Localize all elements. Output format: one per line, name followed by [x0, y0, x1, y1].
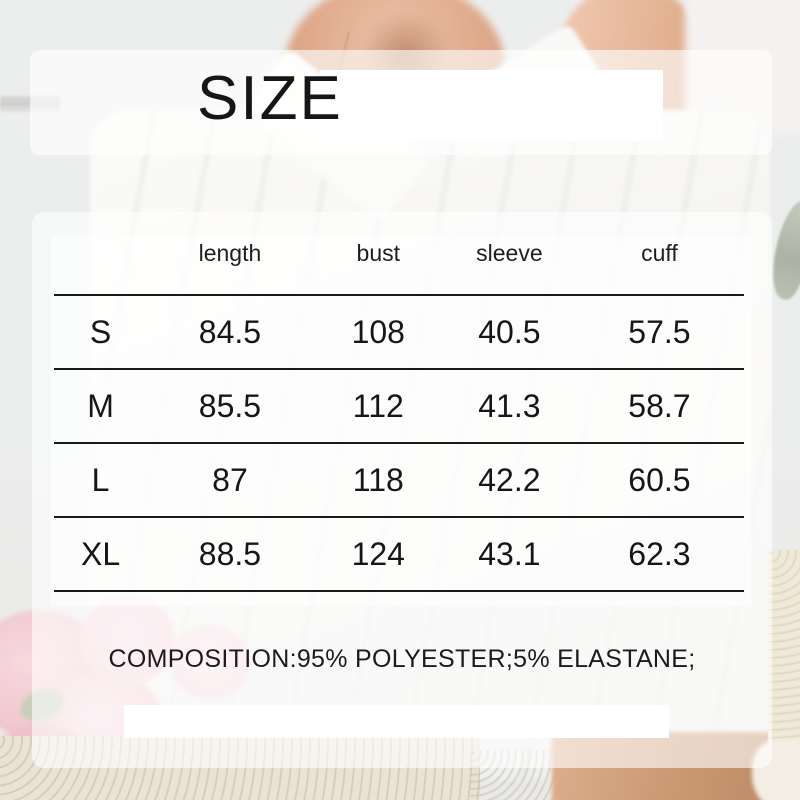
cell-sleeve: 43.1: [478, 535, 541, 572]
size-table: length bust sleeve cuff S 84.5 108 40.5 …: [54, 212, 744, 592]
cell-size: XL: [81, 535, 121, 572]
cell-length: 84.5: [198, 313, 262, 350]
cell-cuff: 60.5: [628, 461, 691, 498]
table-row-xl: XL 88.5 124 43.1 62.3: [54, 518, 744, 592]
table-inner-highlight: [51, 236, 751, 606]
cell-bust: 112: [352, 387, 404, 424]
column-header-bust: bust: [356, 239, 401, 266]
size-table-panel: [32, 212, 772, 768]
cell-sleeve: 42.2: [478, 461, 541, 498]
cell-sleeve: 41.3: [478, 387, 541, 424]
size-title: SIZE: [197, 64, 343, 133]
cell-cuff: 58.7: [628, 387, 691, 424]
cell-cuff: 57.5: [628, 313, 691, 350]
column-header-cuff: cuff: [641, 239, 678, 266]
bottom-white-bar: [124, 705, 669, 738]
cell-bust: 118: [352, 461, 404, 498]
table-row-m: M 85.5 112 41.3 58.7: [54, 370, 744, 444]
table-row-s: S 84.5 108 40.5 57.5: [54, 296, 744, 370]
cell-bust: 124: [351, 535, 405, 572]
table-header-row: length bust sleeve cuff: [54, 212, 744, 296]
cell-bust: 108: [351, 313, 405, 350]
cell-size: S: [89, 313, 112, 350]
cell-cuff: 62.3: [628, 535, 691, 572]
cell-size: L: [91, 461, 110, 498]
cell-length: 87: [212, 461, 248, 498]
cell-size: M: [87, 387, 114, 424]
cell-length: 85.5: [198, 387, 262, 424]
composition-text: COMPOSITION:95% POLYESTER;5% ELASTANE;: [108, 645, 696, 673]
photo-knit-sleeve: [768, 550, 800, 750]
column-header-sleeve: sleeve: [476, 239, 543, 266]
header-white-box: [320, 70, 663, 141]
cell-length: 88.5: [198, 535, 262, 572]
table-row-l: L 87 118 42.2 60.5: [54, 444, 744, 518]
cell-sleeve: 40.5: [478, 313, 541, 350]
column-header-length: length: [198, 239, 262, 266]
